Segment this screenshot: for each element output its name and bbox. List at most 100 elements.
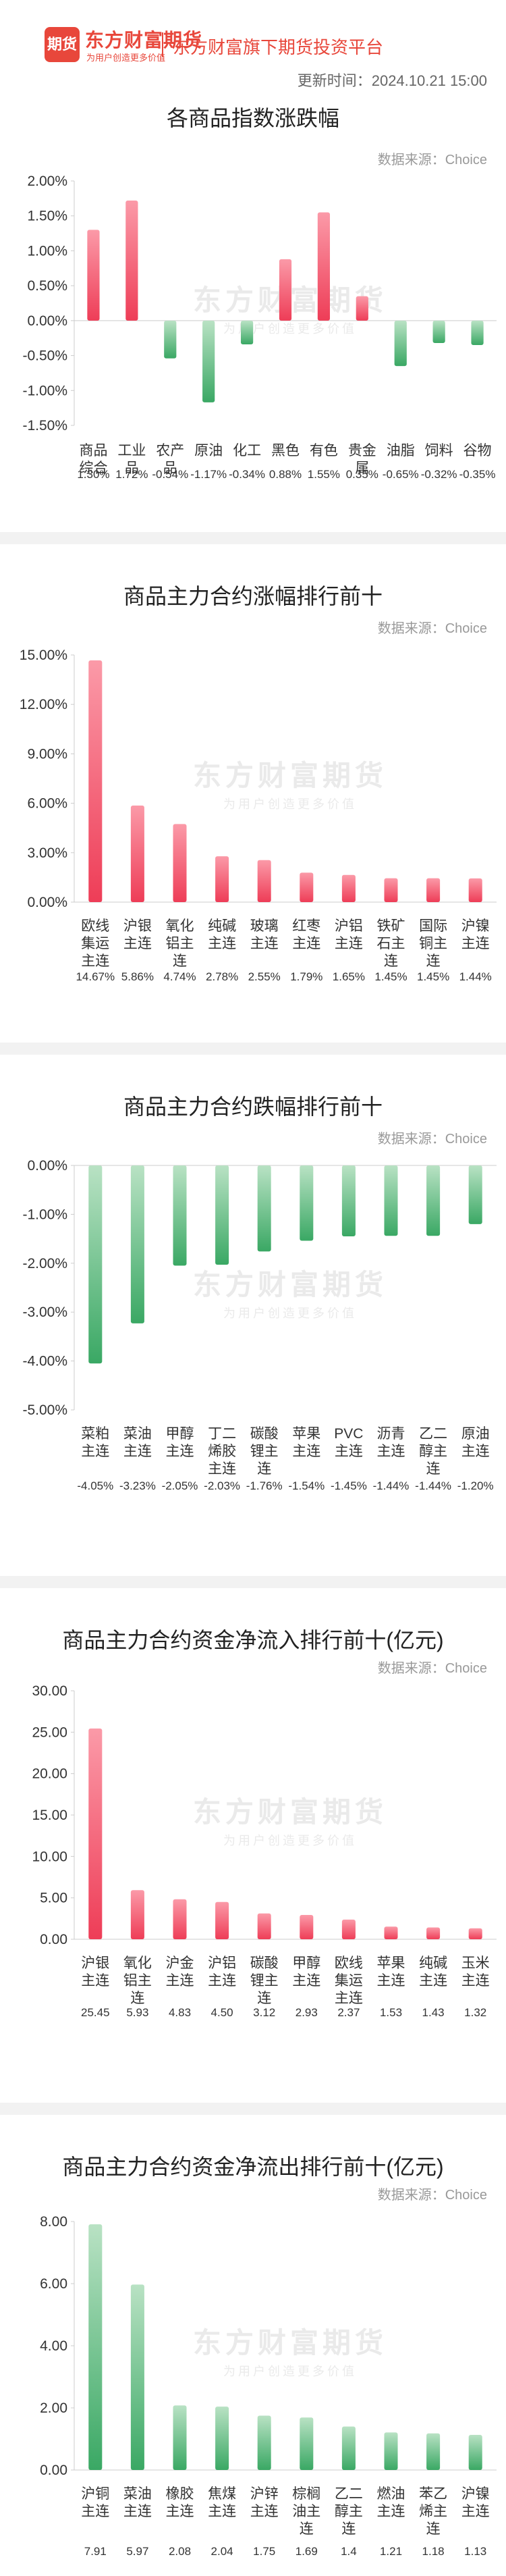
y-tick-label: 3.00%: [27, 845, 67, 861]
bar: [468, 1165, 482, 1224]
bar: [257, 2415, 271, 2470]
watermark-text: 东方财富期货: [193, 2327, 387, 2359]
bar: [468, 878, 482, 902]
category-label: 乙二醇主连: [419, 1426, 447, 1477]
value-label: 4.83: [169, 2006, 191, 2019]
value-label: 2.78%: [206, 970, 238, 983]
chart-sections: 各商品指数涨跌幅数据来源：Choice东方财富期货为用户创造更多价值2.00%1…: [0, 93, 506, 2576]
value-label: 5.97: [126, 2545, 148, 2558]
category-label: 沥青主连: [377, 1426, 405, 1459]
value-label: 1.55%: [308, 468, 340, 481]
category-label: PVC 主连: [334, 1426, 363, 1459]
y-tick-label: 2.00: [40, 2400, 67, 2416]
value-label: -4.05%: [77, 1479, 113, 1492]
category-label: 工业品: [117, 443, 146, 476]
category-label: 苹果主连: [377, 1955, 405, 1989]
value-label: 1.75: [253, 2545, 275, 2558]
value-label: -3.23%: [119, 1479, 156, 1492]
bar: [300, 1915, 314, 1939]
y-tick-label: -4.00%: [22, 1354, 67, 1369]
bar: [130, 1165, 144, 1323]
y-tick-label: 9.00%: [27, 746, 67, 762]
y-tick-label: 8.00: [40, 2214, 67, 2230]
value-label: 1.69: [296, 2545, 318, 2558]
bar: [384, 1926, 398, 1939]
logo-brand: 东方财富期货: [85, 30, 203, 51]
value-label: -1.44%: [373, 1479, 410, 1492]
y-tick-label: 0.50%: [27, 278, 67, 294]
value-label: -0.35%: [459, 468, 496, 481]
y-tick-label: 10.00: [32, 1849, 67, 1864]
category-label: 欧线集运主连: [81, 918, 109, 969]
value-label: -1.45%: [331, 1479, 367, 1492]
value-label: 5.93: [126, 2006, 148, 2019]
value-label: 1.21: [380, 2545, 402, 2558]
bar: [317, 212, 331, 321]
value-label: 1.4: [341, 2545, 357, 2558]
watermark-subtext: 为用户创造更多价值: [223, 322, 357, 336]
bar: [130, 2284, 144, 2470]
chart-section-1: 各商品指数涨跌幅数据来源：Choice东方财富期货为用户创造更多价值2.00%1…: [0, 93, 506, 532]
bar: [279, 259, 292, 321]
bar: [341, 874, 356, 902]
category-label: 黑色: [271, 443, 300, 458]
value-label: -1.17%: [190, 468, 227, 481]
y-tick-label: 15.00%: [20, 648, 67, 663]
bar: [164, 320, 177, 359]
section-separator: [0, 1043, 506, 1055]
category-label: 菜油主连: [123, 2486, 152, 2519]
category-label: 碳酸锂主连: [250, 1426, 279, 1477]
chart-section-5: 商品主力合约资金净流出排行前十(亿元) 数据来源：Choice 东方财富期货为用户创…: [0, 2103, 506, 2576]
y-tick-label: -3.00%: [22, 1305, 67, 1320]
bar: [202, 320, 215, 402]
category-label: 红枣主连: [292, 918, 320, 951]
value-label: -1.54%: [288, 1479, 325, 1492]
bar: [426, 1927, 441, 1939]
category-label: 沪金主连: [166, 1955, 194, 1989]
bar: [341, 2426, 356, 2470]
page-header: 期货 东方财富期货 为用户创造更多价值 东方财富旗下期货投资平台 更新时间：20…: [0, 0, 506, 93]
y-tick-label: 1.00%: [27, 243, 67, 259]
bar: [300, 872, 314, 902]
bar: [300, 1165, 314, 1241]
category-label: 苹果主连: [292, 1426, 320, 1459]
y-tick-label: 6.00%: [27, 796, 67, 812]
category-label: 纯碱主连: [419, 1955, 447, 1989]
value-label: 2.37: [337, 2006, 360, 2019]
watermark-text: 东方财富期货: [193, 1796, 387, 1828]
bar: [257, 1913, 271, 1939]
bar: [173, 824, 187, 902]
bar: [384, 2432, 398, 2470]
bar: [394, 320, 407, 367]
y-tick-label: -2.00%: [22, 1256, 67, 1271]
value-label: -2.05%: [162, 1479, 198, 1492]
value-label: -0.32%: [421, 468, 457, 481]
value-label: -1.20%: [457, 1479, 494, 1492]
bar: [468, 2435, 482, 2470]
value-label: -0.65%: [383, 468, 419, 481]
watermark-text: 东方财富期货: [193, 760, 387, 791]
chart-section-4: 商品主力合约资金净流入排行前十(亿元) 数据来源：Choice 东方财富期货 为用户创…: [0, 1576, 506, 2103]
value-label: 4.74%: [163, 970, 196, 983]
value-label: -2.03%: [204, 1479, 240, 1492]
data-source: 数据来源：Choice: [377, 621, 487, 636]
chart-title: 商品主力合约资金净流出排行前十(亿元): [62, 2155, 444, 2179]
category-label: 原油主连: [461, 1426, 490, 1459]
data-source: 数据来源：Choice: [377, 2188, 487, 2203]
bar: [426, 1165, 441, 1236]
value-label: -1.44%: [415, 1479, 451, 1492]
value-label: 1.79%: [290, 970, 322, 983]
y-tick-label: 1.50%: [27, 209, 67, 224]
value-label: 5.86%: [121, 970, 154, 983]
data-source: 数据来源：Choice: [377, 153, 487, 167]
watermark-subtext: 为用户创造更多价值: [223, 797, 357, 811]
y-tick-label: 15.00: [32, 1808, 67, 1823]
category-label: 沪铝主连: [208, 1955, 236, 1989]
section-separator: [0, 532, 506, 544]
watermark-subtext: 为用户创造更多价值: [223, 2365, 357, 2378]
bar: [257, 1165, 271, 1252]
category-label: 菜油主连: [123, 1426, 152, 1459]
value-label: -0.34%: [229, 468, 265, 481]
